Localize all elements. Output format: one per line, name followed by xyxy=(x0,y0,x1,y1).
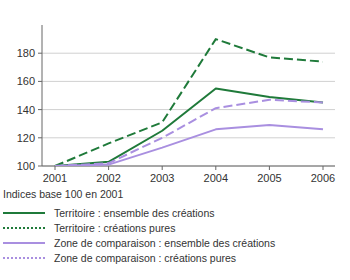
x-tick xyxy=(55,166,56,170)
chart-svg: 100 120 140 160 180 2001 2002 2003 2004 2005 2006 I… xyxy=(0,0,350,280)
x-tick xyxy=(215,166,216,170)
series-line xyxy=(55,88,323,166)
x-tick-label: 2005 xyxy=(257,172,281,184)
y-tick-label: 140 xyxy=(17,104,35,116)
y-tick xyxy=(38,109,42,110)
legend-label: Zone de comparaison : créations pures xyxy=(54,252,236,264)
y-tick xyxy=(38,137,42,138)
x-tick-label: 2006 xyxy=(311,172,335,184)
y-tick-label: 180 xyxy=(17,47,35,59)
legend-swatch xyxy=(3,227,45,229)
chart-container: 100 120 140 160 180 2001 2002 2003 2004 2005 2006 I… xyxy=(0,0,350,280)
x-tick xyxy=(323,166,324,170)
legend-swatch xyxy=(3,242,45,244)
series-group xyxy=(55,39,323,166)
x-tick xyxy=(269,166,270,170)
x-tick xyxy=(162,166,163,170)
grid-line xyxy=(42,53,335,54)
series-line xyxy=(55,39,323,166)
x-tick-label: 2004 xyxy=(204,172,228,184)
y-tick xyxy=(38,53,42,54)
legend-label: Zone de comparaison : ensemble des créat… xyxy=(54,237,275,249)
legend-swatch xyxy=(3,257,45,259)
y-axis xyxy=(42,25,43,166)
legend-swatch xyxy=(3,212,45,214)
legend-label: Territoire : créations pures xyxy=(54,222,175,234)
subtitle: Indices base 100 en 2001 xyxy=(3,188,123,200)
x-tick xyxy=(108,166,109,170)
y-tick-label: 120 xyxy=(17,132,35,144)
series-line xyxy=(55,100,323,166)
series-line xyxy=(55,125,323,166)
y-tick-label: 160 xyxy=(17,75,35,87)
x-tick-label: 2002 xyxy=(96,172,120,184)
legend-label: Territoire : ensemble des créations xyxy=(54,207,215,219)
y-tick-label: 100 xyxy=(17,160,35,172)
y-tick xyxy=(38,81,42,82)
x-tick-label: 2001 xyxy=(43,172,67,184)
y-tick xyxy=(38,166,42,167)
x-tick-label: 2003 xyxy=(150,172,174,184)
